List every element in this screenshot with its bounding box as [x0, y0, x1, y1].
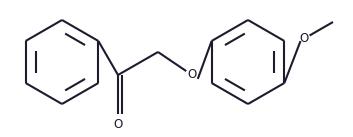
- Text: O: O: [113, 118, 122, 131]
- Text: O: O: [299, 32, 309, 45]
- Text: O: O: [187, 68, 197, 82]
